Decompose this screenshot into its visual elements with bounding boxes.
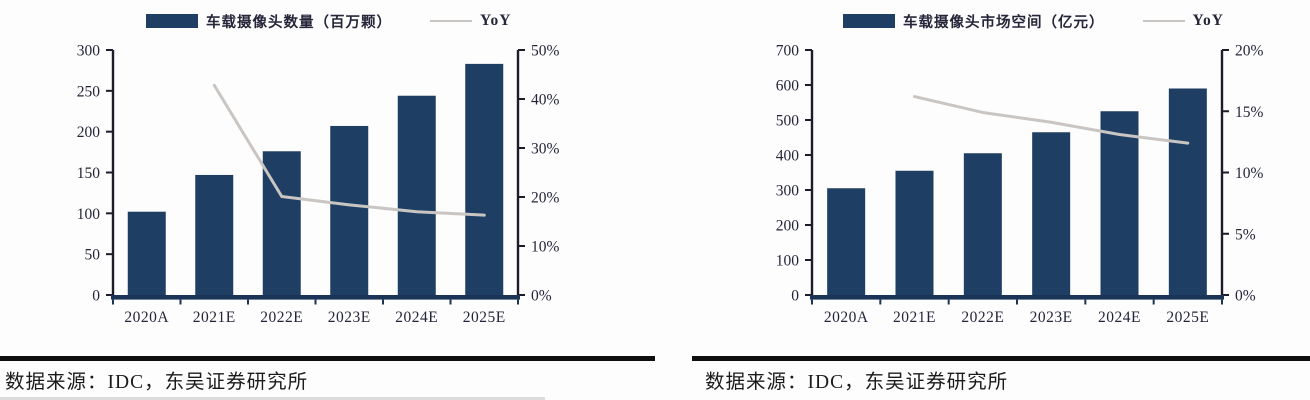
x-axis-category-label: 2020A bbox=[124, 309, 169, 326]
bottom-faint-divider bbox=[0, 397, 545, 400]
bar bbox=[127, 211, 166, 295]
right-axis-tick-label: 20% bbox=[1235, 43, 1264, 60]
bar-series-label: 车载摄像头数量（百万颗） bbox=[206, 14, 392, 31]
right-chart-legend: 车载摄像头市场空间（亿元） YoY bbox=[843, 10, 1224, 32]
x-axis-category-label: 2022E bbox=[961, 309, 1004, 326]
x-axis-line bbox=[810, 295, 1224, 300]
left-chart-panel: 0 50 100 150 200 250 300 0% 10% 20% 30% 40% 50% 2020A… bbox=[0, 10, 655, 400]
x-axis-category-label: 2025E bbox=[463, 309, 506, 326]
left-axis-tick-label: 100 bbox=[77, 206, 101, 223]
left-axis-tick-label: 150 bbox=[77, 165, 101, 182]
bar bbox=[1168, 88, 1207, 295]
right-chart-panel: 0 100 200 300 400 500 600 700 0% 5% 10% 15% 20% 2020A… bbox=[655, 0, 1310, 400]
right-axis-tick-label: 10% bbox=[1235, 165, 1264, 182]
footer-divider bbox=[692, 356, 1310, 361]
right-axis-tick-label: 10% bbox=[531, 239, 560, 256]
right-axis-tick-label: 40% bbox=[531, 92, 560, 109]
left-axis-tick-label: 200 bbox=[77, 124, 101, 141]
right-axis-tick-label: 5% bbox=[1235, 226, 1256, 243]
bar bbox=[895, 170, 934, 295]
left-axis-tick-label: 400 bbox=[776, 148, 800, 165]
left-axis-tick-label: 100 bbox=[776, 253, 800, 270]
x-axis-category-label: 2023E bbox=[328, 309, 371, 326]
bar bbox=[963, 153, 1002, 295]
bar bbox=[827, 188, 866, 295]
bar bbox=[465, 63, 504, 296]
left-axis-tick-label: 300 bbox=[77, 43, 101, 60]
left-chart-svg: 0 50 100 150 200 250 300 0% 10% 20% 30% 40% 50% 2020A… bbox=[77, 43, 560, 327]
data-source-note: 数据来源：IDC，东吴证券研究所 bbox=[705, 372, 1009, 393]
bar bbox=[330, 125, 369, 295]
right-axis-tick-label: 0% bbox=[1235, 288, 1256, 305]
yoy-line-sample bbox=[430, 20, 472, 22]
yoy-line bbox=[212, 83, 486, 217]
x-axis-category-label: 2020A bbox=[824, 309, 869, 326]
right-axis-tick-label: 15% bbox=[1235, 104, 1264, 121]
data-source-note: 数据来源：IDC，东吴证券研究所 bbox=[5, 372, 309, 393]
x-axis-category-label: 2021E bbox=[893, 309, 936, 326]
left-axis-tick-label: 50 bbox=[85, 247, 101, 264]
right-chart-svg: 0 100 200 300 400 500 600 700 0% 5% 10% 15% 20% 2020A… bbox=[776, 43, 1264, 327]
left-axis-tick-label: 300 bbox=[776, 183, 800, 200]
left-axis-tick-label: 500 bbox=[776, 113, 800, 130]
bar bbox=[397, 95, 436, 295]
left-chart-legend: 车载摄像头数量（百万颗） YoY bbox=[146, 10, 511, 32]
yoy-legend-label: YoY bbox=[480, 12, 512, 29]
bar bbox=[1100, 111, 1139, 295]
yoy-legend-label: YoY bbox=[1192, 12, 1224, 29]
bar-series-swatch bbox=[146, 14, 198, 28]
x-axis-category-label: 2025E bbox=[1166, 309, 1209, 326]
footer-divider bbox=[0, 356, 655, 361]
left-axis-tick-label: 0 bbox=[92, 288, 100, 305]
bar bbox=[1032, 132, 1071, 295]
left-axis-tick-label: 200 bbox=[776, 218, 800, 235]
bar bbox=[195, 174, 234, 295]
yoy-line-sample bbox=[1142, 20, 1185, 22]
left-axis-tick-label: 0 bbox=[791, 288, 799, 305]
left-axis-tick-label: 600 bbox=[776, 78, 800, 95]
x-axis-category-label: 2024E bbox=[1098, 309, 1141, 326]
x-axis-category-label: 2022E bbox=[260, 309, 303, 326]
left-axis-tick-label: 250 bbox=[77, 83, 101, 100]
right-axis-tick-label: 20% bbox=[531, 190, 560, 207]
x-axis-category-label: 2024E bbox=[395, 309, 438, 326]
right-axis-tick-label: 50% bbox=[531, 43, 560, 60]
x-axis-category-label: 2021E bbox=[193, 309, 236, 326]
yoy-line bbox=[913, 95, 1190, 145]
left-axis-tick-label: 700 bbox=[776, 43, 800, 60]
x-axis-category-label: 2023E bbox=[1030, 309, 1073, 326]
right-axis-tick-label: 30% bbox=[531, 141, 560, 158]
bar-series-label: 车载摄像头市场空间（亿元） bbox=[903, 14, 1105, 31]
right-axis-tick-label: 0% bbox=[531, 288, 552, 305]
x-axis-line bbox=[111, 295, 520, 300]
bar-series-swatch bbox=[843, 14, 895, 28]
